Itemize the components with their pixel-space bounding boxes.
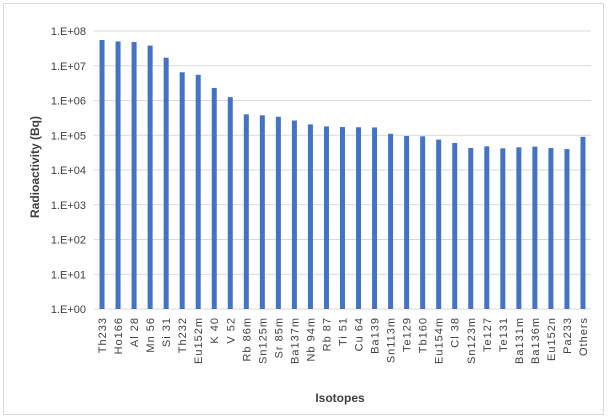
y-tick-labels: 1.E+00 1.E+01 1.E+02 1.E+03 1.E+04 1.E+05 1.E+… [51, 26, 86, 316]
x-tick-label: Others [578, 317, 590, 356]
x-tick-label: Te129 [402, 317, 414, 352]
bar [372, 127, 378, 309]
bar [163, 57, 169, 310]
bars [99, 40, 586, 310]
x-tick-label: Ba139 [370, 317, 382, 354]
y-tick-label: 1.E+06 [51, 96, 86, 108]
chart-frame: 1.E+00 1.E+01 1.E+02 1.E+03 1.E+04 1.E+05 1.E+… [3, 3, 604, 415]
x-tick-label: Sn123m [466, 317, 478, 364]
y-tick-label: 1.E+02 [51, 235, 86, 247]
bar [564, 149, 570, 309]
bar [532, 146, 538, 309]
x-tick-label: Ho166 [113, 317, 125, 354]
x-tick-label: Eu154m [434, 317, 446, 364]
bar [115, 41, 121, 310]
x-tick-label: Rb 87 [321, 317, 333, 351]
x-tick-label: Sr 85m [273, 317, 285, 358]
x-tick-label: Mn 56 [145, 317, 157, 353]
bar [147, 45, 153, 310]
x-tick-label: Eu152n [546, 317, 558, 361]
bar [500, 148, 506, 309]
bar [211, 87, 217, 309]
bar [436, 139, 442, 309]
bar [227, 97, 233, 309]
bar [323, 126, 329, 310]
x-tick-label: Si 31 [161, 317, 173, 347]
radioactivity-bar-chart: 1.E+00 1.E+01 1.E+02 1.E+03 1.E+04 1.E+05 1.E+… [28, 26, 591, 405]
x-tick-label: Cu 64 [354, 317, 366, 351]
x-tick-label: Te131 [498, 317, 510, 352]
y-axis-title: Radioactivity (Bq) [28, 116, 42, 218]
x-tick-label: Th232 [177, 317, 189, 353]
bar [468, 147, 474, 309]
bar [131, 42, 137, 309]
bar [356, 127, 362, 309]
bar [340, 127, 345, 309]
bar [275, 116, 281, 310]
y-tick-label: 1.E+03 [51, 200, 86, 212]
x-tick-label: Ba137m [289, 317, 301, 364]
x-tick-label: Nb 94m [305, 317, 317, 362]
bar [99, 40, 105, 309]
y-tick-label: 1.E+04 [51, 165, 86, 177]
x-tick-label: Al 28 [129, 317, 141, 347]
bar [452, 142, 458, 309]
x-tick-labels: Th233 Ho166 Al 28 Mn 56 Si 31 Th232 Eu152m K 40… [97, 317, 590, 364]
bar [307, 124, 313, 309]
bar [404, 136, 410, 309]
bar [243, 114, 249, 309]
x-tick-label: Te127 [482, 317, 494, 352]
x-tick-label: Rb 86m [241, 317, 253, 362]
bar [179, 72, 185, 310]
bar [291, 120, 297, 309]
y-tick-label: 1.E+08 [51, 26, 86, 38]
y-tick-label: 1.E+01 [51, 269, 86, 281]
bar [548, 147, 554, 309]
x-tick-label: Eu152m [193, 317, 205, 364]
x-tick-label: K 40 [209, 317, 221, 344]
bar [516, 147, 522, 309]
bar [580, 136, 586, 309]
bar [420, 136, 426, 309]
y-tick-label: 1.E+00 [51, 304, 86, 316]
x-tick-label: Ba131m [514, 317, 526, 364]
bar [484, 146, 490, 309]
bar [259, 115, 265, 309]
x-tick-label: Th233 [97, 317, 109, 353]
x-tick-label: Sn125m [257, 317, 269, 364]
x-tick-label: Cl 38 [450, 317, 462, 348]
x-tick-label: V 52 [225, 317, 237, 344]
y-tick-label: 1.E+05 [51, 130, 86, 142]
x-axis-title: Isotopes [315, 391, 365, 405]
y-tick-label: 1.E+07 [51, 61, 86, 73]
bar [388, 133, 394, 309]
x-tick-label: Sn113m [386, 317, 398, 363]
x-tick-label: Ti 51 [338, 317, 350, 346]
bar [195, 74, 201, 309]
x-tick-label: Ba136m [530, 317, 542, 364]
x-tick-label: Tb160 [418, 317, 430, 353]
x-tick-label: Pa233 [562, 317, 574, 354]
